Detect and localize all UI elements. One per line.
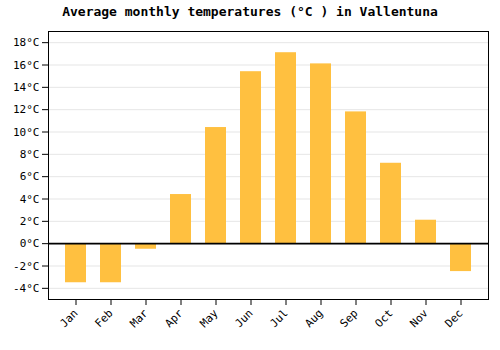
svg-text:14°C: 14°C: [13, 81, 40, 94]
svg-text:Mar: Mar: [127, 306, 151, 330]
svg-text:6°C: 6°C: [20, 170, 40, 183]
svg-text:Jun: Jun: [232, 307, 255, 330]
svg-text:Jan: Jan: [57, 307, 80, 330]
svg-text:Apr: Apr: [162, 306, 186, 330]
svg-text:12°C: 12°C: [13, 103, 40, 116]
svg-text:May: May: [197, 306, 221, 330]
svg-text:-4°C: -4°C: [13, 282, 40, 295]
svg-text:8°C: 8°C: [20, 148, 40, 161]
svg-text:0°C: 0°C: [20, 237, 40, 250]
svg-text:Dec: Dec: [442, 307, 465, 330]
svg-text:18°C: 18°C: [13, 36, 40, 49]
svg-text:-2°C: -2°C: [13, 260, 40, 273]
svg-text:Oct: Oct: [372, 307, 395, 330]
svg-text:10°C: 10°C: [13, 126, 40, 139]
svg-text:Feb: Feb: [92, 307, 115, 330]
svg-text:4°C: 4°C: [20, 193, 40, 206]
svg-text:Aug: Aug: [302, 307, 325, 330]
svg-text:2°C: 2°C: [20, 215, 40, 228]
svg-text:Nov: Nov: [407, 306, 431, 330]
svg-text:Jul: Jul: [267, 307, 290, 330]
html-text:Average monthly temperatures (: Average monthly temperatures (°C ) in Va…: [62, 4, 438, 19]
svg-text:Sep: Sep: [337, 307, 360, 330]
svg-text:16°C: 16°C: [13, 59, 40, 72]
